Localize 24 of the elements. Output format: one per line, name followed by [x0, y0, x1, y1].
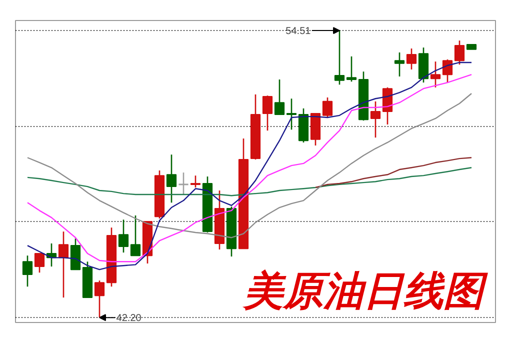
- candlestick: [394, 52, 405, 78]
- candlestick: [274, 78, 285, 116]
- candlestick: [58, 230, 69, 298]
- annotation: 54.51: [286, 26, 312, 38]
- candlestick: [454, 40, 465, 66]
- annotation: 42.20: [116, 313, 142, 324]
- candlestick: [442, 58, 453, 84]
- candlestick: [166, 154, 177, 204]
- candlestick: [286, 98, 297, 130]
- candlestick: [94, 280, 105, 318]
- candlestick: [322, 96, 333, 118]
- candlestick: [118, 219, 129, 254]
- candlestick: [22, 254, 33, 288]
- candlestick: [178, 172, 190, 196]
- candlestick: [346, 56, 357, 82]
- candlestick: [406, 48, 417, 70]
- candlestick: [130, 214, 141, 256]
- text: 美原油日线图: [242, 268, 488, 314]
- candlestick: [430, 60, 441, 88]
- candlestick: [262, 94, 273, 132]
- candlestick: [334, 30, 345, 86]
- candlestick: [34, 252, 45, 274]
- candlestick: [370, 100, 381, 138]
- candlestick: [190, 174, 201, 188]
